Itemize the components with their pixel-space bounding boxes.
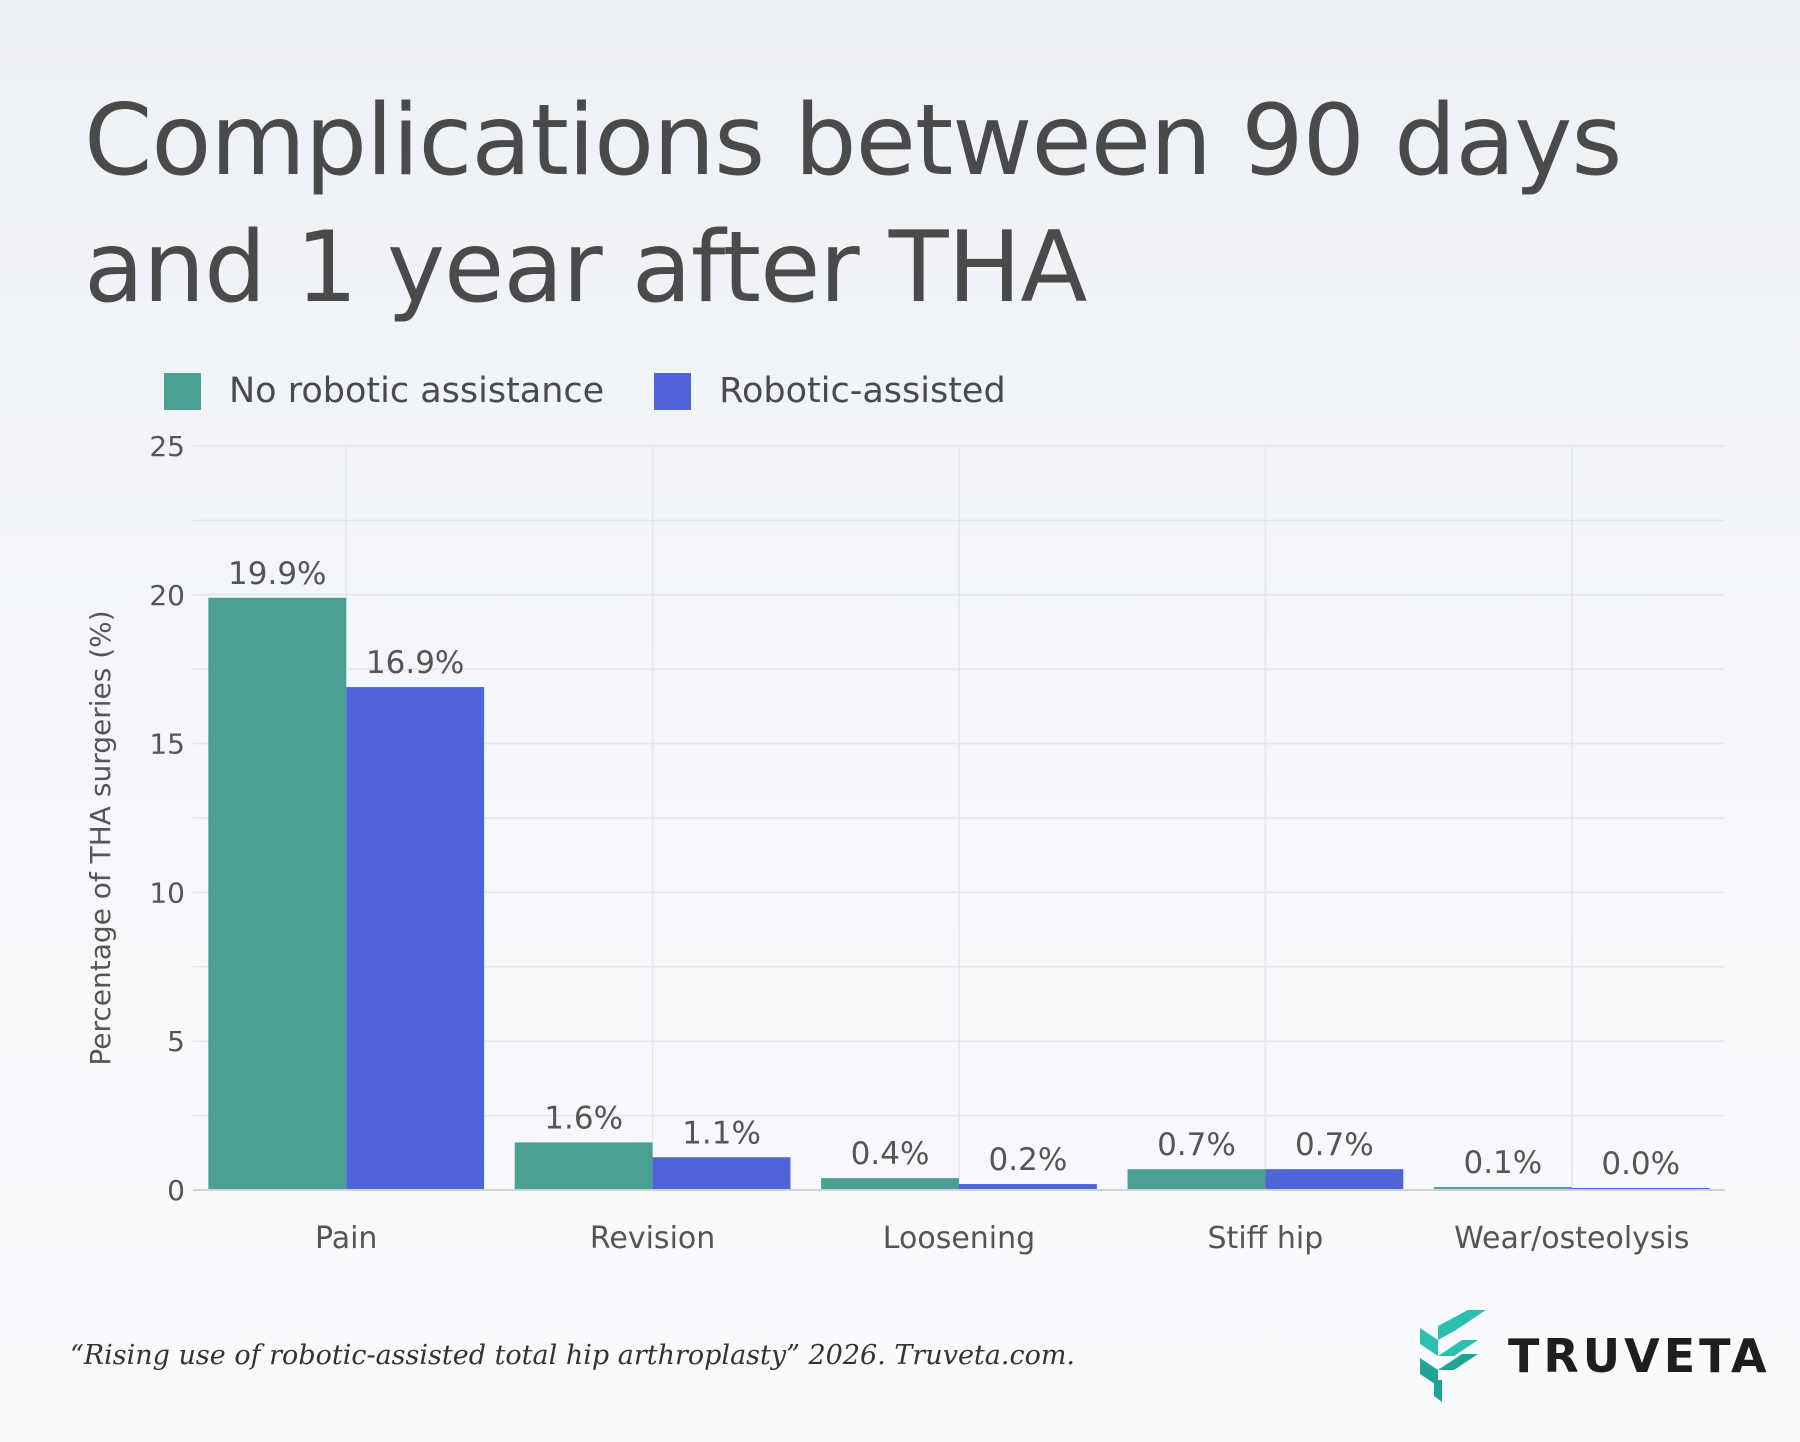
legend-item-robotic[interactable]: Robotic-assisted [654,371,1006,411]
bar-robotic [652,1157,791,1190]
x-tick-label: Loosening [883,1221,1035,1256]
bar-robotic [346,687,485,1190]
data-label: 1.6% [544,1100,623,1136]
data-label: 0.2% [989,1142,1068,1178]
y-tick-label: 15 [149,728,185,761]
y-tick-label: 5 [167,1025,185,1058]
legend-item-no-robotic[interactable]: No robotic assistance [164,371,604,411]
bar-chart: 0 5 10 15 20 25 19.9% 1.6% 0.4% 0.7% 0.1% 16.9% 1.1%… [84,430,1725,1256]
x-tick-label: Pain [315,1221,377,1256]
bar-no-robotic [514,1142,653,1190]
legend-label-no-robotic: No robotic assistance [229,371,605,411]
bar-no-robotic [1433,1187,1572,1190]
bar-no-robotic [821,1178,959,1190]
x-tick-label: Stiff hip [1208,1221,1324,1256]
y-tick-label: 20 [149,579,185,612]
y-tick-label: 25 [149,430,185,463]
x-tick-label: Revision [590,1221,715,1256]
chart-legend: No robotic assistance Robotic-assisted [164,368,1056,414]
bar-no-robotic [208,597,347,1190]
data-label: 0.7% [1157,1127,1236,1163]
data-label: 19.9% [228,556,326,592]
legend-label-robotic: Robotic-assisted [719,371,1006,411]
bar-no-robotic [1127,1169,1266,1190]
data-label: 0.0% [1601,1146,1680,1182]
y-tick-label: 10 [149,876,185,909]
chart-title: Complications between 90 days and 1 year… [84,78,1734,332]
legend-swatch-no-robotic [164,372,201,410]
brand-name: TRUVETA [1508,1329,1771,1383]
chart-title-line-2: and 1 year after THA [84,211,1087,325]
bar-robotic [959,1184,1097,1190]
truveta-logo: TRUVETA [1420,1310,1771,1402]
data-label: 16.9% [366,645,464,681]
legend-swatch-robotic [654,372,692,410]
source-citation: “Rising use of robotic-assisted total hi… [70,1340,1076,1371]
data-label: 0.1% [1463,1145,1542,1181]
chart-title-line-1: Complications between 90 days [84,84,1622,198]
data-label: 0.4% [851,1136,930,1172]
data-label: 0.7% [1295,1127,1374,1163]
truveta-logo-icon [1420,1310,1486,1402]
bar-robotic [1265,1169,1404,1190]
data-label: 1.1% [682,1115,761,1151]
y-axis-title: Percentage of THA surgeries (%) [84,610,117,1065]
y-tick-label: 0 [167,1174,185,1207]
x-tick-label: Wear/osteolysis [1454,1221,1689,1256]
